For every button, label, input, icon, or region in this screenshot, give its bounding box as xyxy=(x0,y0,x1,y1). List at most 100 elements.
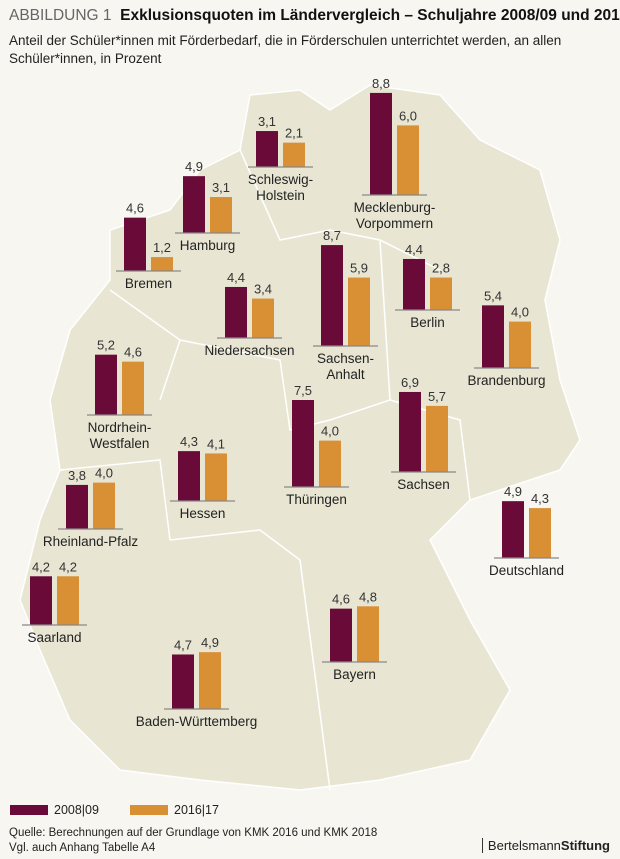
region-group-bremen: 4,6 1,2 Bremen xyxy=(116,201,181,291)
region-group-brandenburg: 5,4 4,0 Brandenburg xyxy=(467,288,545,388)
bar-2008 xyxy=(172,654,194,709)
bar-2016 xyxy=(122,361,144,415)
value-label: 4,0 xyxy=(95,466,113,481)
region-group-deutschland: 4,9 4,3 Deutschland xyxy=(489,484,564,578)
value-label: 4,9 xyxy=(185,159,203,174)
region-group-rheinland-pfalz: 3,8 4,0 Rheinland-Pfalz xyxy=(43,466,139,549)
bar-2008 xyxy=(330,608,352,662)
bar-2008 xyxy=(124,217,146,271)
appendix-note: Vgl. auch Anhang Tabelle A4 xyxy=(9,842,156,854)
region-group-nordrhein-westfalen: 5,2 4,6 Nordrhein-Westfalen xyxy=(87,338,152,451)
legend-item-2016: 2016|17 xyxy=(130,803,219,817)
region-label: Hessen xyxy=(180,506,226,521)
bar-2016 xyxy=(319,440,341,487)
value-label: 3,4 xyxy=(254,282,272,297)
value-label: 4,8 xyxy=(359,589,377,604)
value-label: 4,2 xyxy=(59,559,77,574)
bar-2016 xyxy=(199,652,221,709)
bar-2016 xyxy=(93,482,115,529)
bar-2016 xyxy=(397,125,419,195)
bar-2008 xyxy=(482,305,504,368)
value-label: 4,2 xyxy=(32,559,50,574)
source-note: Quelle: Berechnungen auf der Grundlage v… xyxy=(9,826,377,856)
region-label: Brandenburg xyxy=(467,373,545,388)
value-label: 8,7 xyxy=(323,228,341,243)
value-label: 4,9 xyxy=(201,635,219,650)
legend-label: 2008|09 xyxy=(54,803,99,817)
bar-2016 xyxy=(509,321,531,368)
region-group-hessen: 4,3 4,1 Hessen xyxy=(170,434,235,521)
value-label: 5,4 xyxy=(484,288,502,303)
value-label: 3,1 xyxy=(258,114,276,129)
value-label: 5,2 xyxy=(97,338,115,353)
figure-label: ABBILDUNG 1 xyxy=(9,7,112,24)
bar-2008 xyxy=(321,245,343,346)
brand-bold: Stiftung xyxy=(560,838,610,853)
region-label: Berlin xyxy=(410,315,445,330)
region-group-saarland: 4,2 4,2 Saarland xyxy=(22,559,87,645)
legend-swatch xyxy=(10,805,48,815)
bar-2016 xyxy=(348,277,370,346)
value-label: 3,8 xyxy=(68,468,86,483)
value-label: 6,0 xyxy=(399,108,417,123)
region-label: Sachsen- xyxy=(317,351,374,366)
value-label: 4,0 xyxy=(511,305,529,320)
region-label: Anhalt xyxy=(326,367,365,382)
region-label: Saarland xyxy=(27,630,81,645)
bar-2016 xyxy=(529,508,551,558)
value-label: 4,4 xyxy=(405,242,423,257)
legend-item-2008: 2008|09 xyxy=(10,803,99,817)
value-label: 4,6 xyxy=(126,201,144,216)
bar-2008 xyxy=(178,451,200,501)
bar-2008 xyxy=(399,391,421,472)
region-label: Deutschland xyxy=(489,563,564,578)
bar-2008 xyxy=(95,354,117,415)
brand-light: Bertelsmann xyxy=(487,838,561,853)
bar-2008 xyxy=(403,258,425,310)
region-label: Bayern xyxy=(333,667,376,682)
region-group-sachsen-anhalt: 8,7 5,9 Sachsen-Anhalt xyxy=(313,228,378,382)
value-label: 4,3 xyxy=(531,491,549,506)
region-group-bayern: 4,6 4,8 Bayern xyxy=(322,589,387,682)
chart-subtitle: Anteil der Schüler*innen mit Förderbedar… xyxy=(9,33,562,66)
bar-2008 xyxy=(225,286,247,338)
region-label: Niedersachsen xyxy=(204,343,294,358)
region-group-berlin: 4,4 2,8 Berlin xyxy=(395,242,460,330)
bar-2016 xyxy=(252,298,274,338)
bar-2016 xyxy=(205,453,227,501)
value-label: 7,5 xyxy=(294,383,312,398)
value-label: 1,2 xyxy=(153,240,171,255)
brand-logo: BertelsmannStiftung xyxy=(481,838,610,853)
legend-swatch xyxy=(130,805,168,815)
bar-2016 xyxy=(357,606,379,662)
chart-title: ABBILDUNG 1 Exklusionsquoten im Länderve… xyxy=(9,7,620,25)
bar-2008 xyxy=(30,576,52,625)
region-label: Holstein xyxy=(256,188,305,203)
region-label: Bremen xyxy=(125,276,172,291)
bar-2008 xyxy=(66,484,88,529)
region-label: Hamburg xyxy=(180,238,236,253)
bar-2016 xyxy=(57,576,79,625)
state-borders xyxy=(59,149,471,791)
value-label: 2,8 xyxy=(432,261,450,276)
region-group-th-ringen: 7,5 4,0 Thüringen xyxy=(284,383,349,507)
value-label: 5,9 xyxy=(350,261,368,276)
region-label: Rheinland-Pfalz xyxy=(43,534,139,549)
value-label: 4,4 xyxy=(227,270,245,285)
region-label: Baden-Württemberg xyxy=(136,714,258,729)
region-group-hamburg: 4,9 3,1 Hamburg xyxy=(175,159,240,253)
region-group-niedersachsen: 4,4 3,4 Niedersachsen xyxy=(204,270,294,358)
value-label: 8,8 xyxy=(372,76,390,91)
value-label: 4,9 xyxy=(504,484,522,499)
region-label: Vorpommern xyxy=(356,216,433,231)
bar-2008 xyxy=(256,131,278,167)
value-label: 2,1 xyxy=(285,126,303,141)
region-label: Westfalen xyxy=(90,436,150,451)
legend-label: 2016|17 xyxy=(174,803,219,817)
value-label: 4,6 xyxy=(332,592,350,607)
title-text: Exklusionsquoten im Ländervergleich – Sc… xyxy=(120,7,620,24)
bar-2008 xyxy=(292,400,314,487)
value-label: 4,1 xyxy=(207,436,225,451)
bar-2016 xyxy=(426,405,448,472)
